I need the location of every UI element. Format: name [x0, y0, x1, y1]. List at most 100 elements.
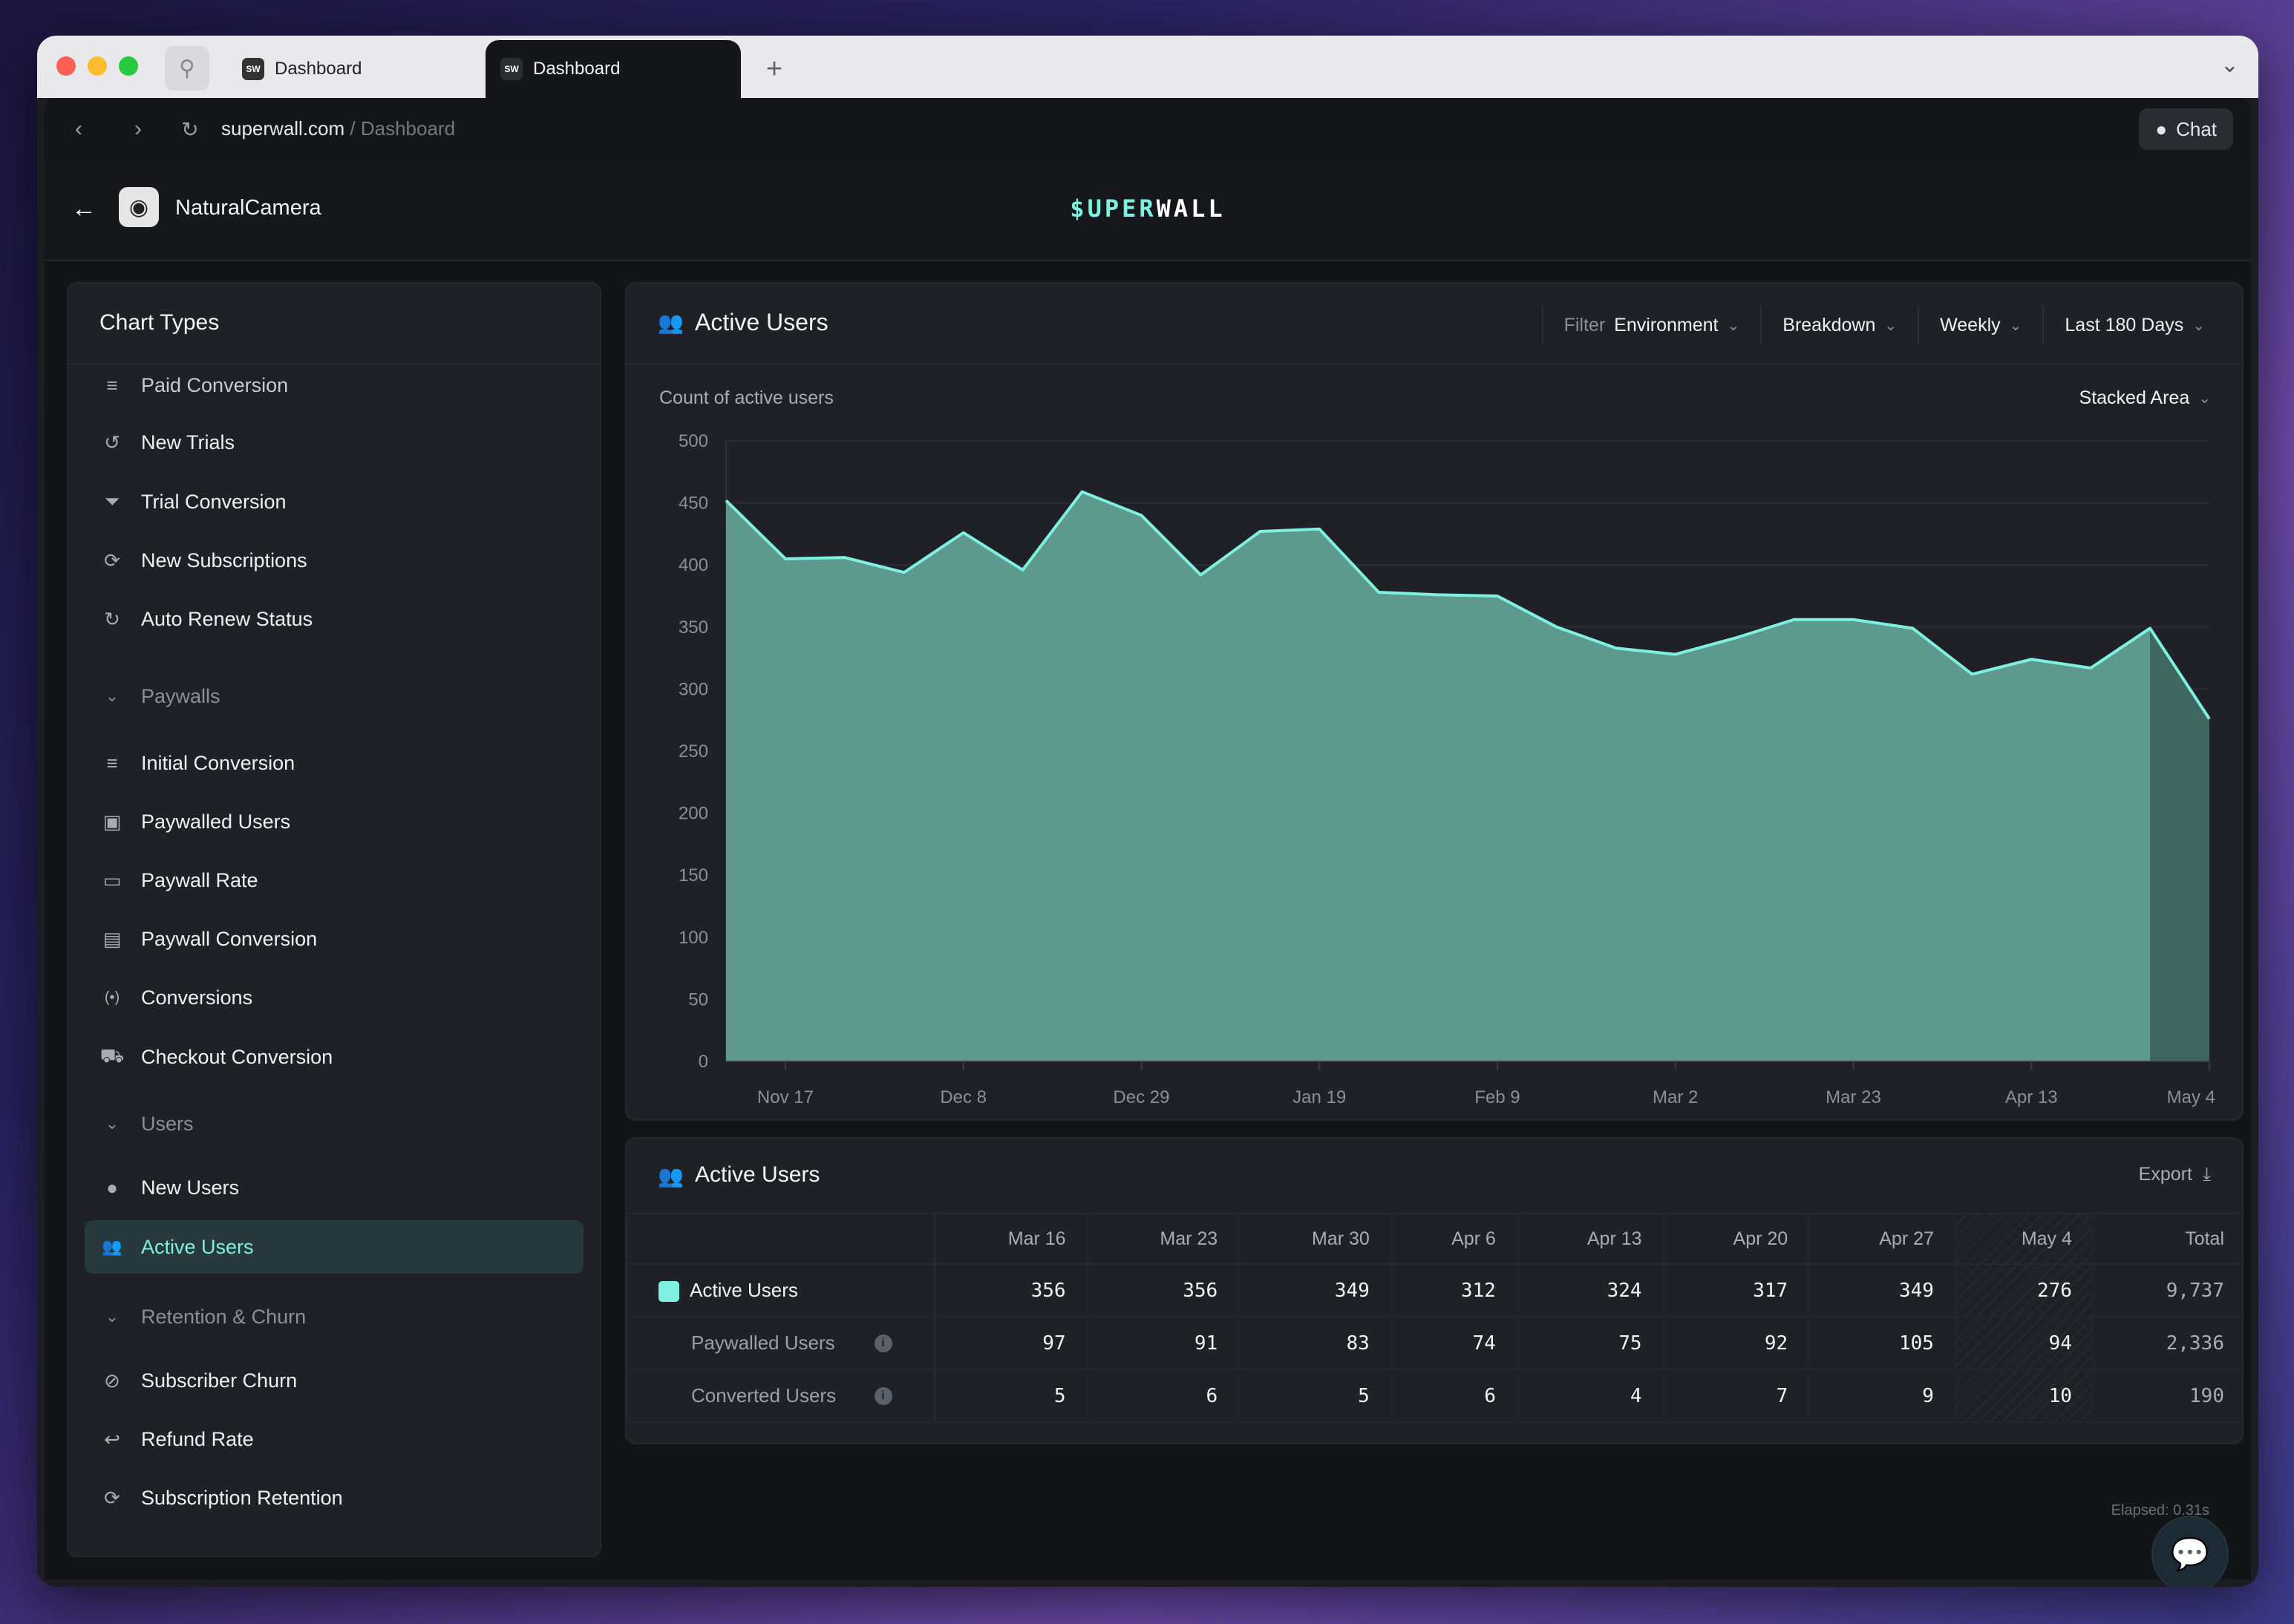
series-swatch [659, 1281, 679, 1303]
table-cell: 349 [1808, 1264, 1955, 1317]
sidebar-item-label: Subscription Retention [141, 1486, 343, 1509]
back-icon[interactable]: ‹ [75, 117, 82, 141]
sidebar-item-active-users[interactable]: 👥 Active Users [85, 1220, 584, 1274]
sidebar-item-label: New Users [141, 1176, 240, 1199]
sync-icon: ⟳ [104, 549, 120, 572]
row-label-text: Converted Users [691, 1384, 837, 1407]
info-icon[interactable]: i [874, 1386, 892, 1405]
superwall-logo: $UPERWALL [1070, 194, 1226, 223]
column-header: Mar 23 [1086, 1213, 1239, 1265]
range-dropdown[interactable]: Last 180 Days ⌄ [2042, 306, 2226, 344]
table-cell: 92 [1662, 1317, 1809, 1370]
back-arrow-icon[interactable]: ← [71, 194, 97, 223]
sidebar-item-paywalled-users[interactable]: ▣ Paywalled Users [85, 795, 584, 848]
users-icon: 👥 [102, 1237, 122, 1256]
table-cell: 91 [1086, 1317, 1239, 1370]
sidebar-item-label: Initial Conversion [141, 751, 295, 774]
table-cell: 6 [1086, 1369, 1239, 1423]
pin-icon[interactable]: ⚲ [165, 46, 209, 91]
sidebar-item-auto-renew-status[interactable]: ↻ Auto Renew Status [85, 592, 584, 646]
x-tick-label: Dec 29 [1113, 1087, 1169, 1107]
sidebar-item-refund-rate[interactable]: ↩ Refund Rate [85, 1412, 584, 1466]
minimize-window-button[interactable] [88, 56, 107, 76]
chevron-down-icon: ⌄ [2009, 317, 2022, 334]
browser-window: ⚲ SW Dashboard SW Dashboard + ⌄ ‹ › ↻ su… [37, 36, 2258, 1587]
document-icon: ▤ [102, 927, 122, 950]
sidebar-group-retention[interactable]: ⌄ Retention & Churn [85, 1293, 584, 1340]
column-header: Apr 20 [1662, 1213, 1809, 1265]
sidebar-item-conversions[interactable]: (•) Conversions [85, 971, 584, 1024]
sidebar-item-checkout-conversion[interactable]: ⛟ Checkout Conversion [85, 1030, 584, 1084]
sidebar-item-initial-conversion[interactable]: ≡ Initial Conversion [85, 736, 584, 790]
table-cell: 74 [1390, 1317, 1517, 1370]
broadcast-icon: (•) [104, 989, 120, 1006]
elapsed-time: Elapsed: 0.31s [2111, 1502, 2209, 1519]
chat-button[interactable]: ● Chat [2139, 108, 2233, 150]
sidebar-item-subscription-retention[interactable]: ⟳ Subscription Retention [85, 1471, 584, 1525]
sidebar-item-label: Paywalled Users [141, 810, 291, 833]
export-button[interactable]: Export ⤓ [2139, 1164, 2211, 1185]
user-icon: ● [106, 1176, 118, 1199]
x-tick-label: Apr 13 [2005, 1087, 2058, 1107]
sidebar-item-new-subscriptions[interactable]: ⟳ New Subscriptions [85, 534, 584, 587]
sidebar-group-users[interactable]: ⌄ Users [85, 1100, 584, 1147]
y-tick-label: 0 [699, 1052, 708, 1072]
column-header: Mar 16 [934, 1213, 1088, 1265]
table-cell: 349 [1238, 1264, 1391, 1317]
column-header: May 4 [1954, 1213, 2094, 1265]
sidebar-item-subscriber-churn[interactable]: ⊘ Subscriber Churn [85, 1354, 584, 1407]
chevron-down-icon[interactable]: ⌄ [2220, 53, 2239, 77]
superwall-favicon-icon: SW [242, 58, 264, 80]
sidebar-item-label: Auto Renew Status [141, 607, 313, 630]
table-row[interactable]: Paywalled Users i 97 91 83 74 75 92 105 9… [627, 1317, 2242, 1370]
filter-dropdown[interactable]: Filter Environment ⌄ [1541, 306, 1761, 344]
table-cell: 97 [934, 1317, 1088, 1370]
sidebar-item-new-users[interactable]: ● New Users [85, 1161, 584, 1214]
sidebar-item-label: New Trials [141, 430, 235, 454]
chevron-down-icon: ⌄ [2198, 390, 2211, 407]
cart-icon: ⛟ [99, 1044, 125, 1067]
breakdown-dropdown[interactable]: Breakdown ⌄ [1760, 306, 1918, 344]
chart-panel-header: 👥 Active Users Filter Environment ⌄ Breakd… [627, 284, 2242, 365]
sidebar-item-paywall-conversion[interactable]: ▤ Paywall Conversion [85, 912, 584, 966]
reload-icon[interactable]: ↻ [181, 117, 199, 141]
x-tick-label: Dec 8 [940, 1087, 987, 1107]
users-icon: 👥 [658, 1165, 684, 1188]
chat-fab-icon[interactable]: 💬 [2151, 1516, 2229, 1587]
sidebar-item-trial-conversion[interactable]: ⏷ Trial Conversion [85, 475, 584, 528]
y-tick-label: 100 [679, 928, 708, 948]
series-line-active-users [725, 490, 2211, 720]
interval-dropdown[interactable]: Weekly ⌄ [1918, 306, 2042, 344]
chart-filters: Filter Environment ⌄ Breakdown ⌄ Weekly ⌄ La… [1541, 306, 2226, 344]
close-window-button[interactable] [56, 56, 76, 76]
main-content: Chart Types ≡ Paid Conversion ↺ New Trials… [45, 261, 2251, 1587]
new-tab-button[interactable]: + [765, 53, 783, 85]
column-header: Apr 27 [1808, 1213, 1955, 1265]
sidebar-item-label: Trial Conversion [141, 490, 287, 513]
active-users-area-chart[interactable]: 0 50 100 150 200 250 300 350 400 450 500 Nov 17 Dec … [627, 284, 2244, 1121]
filter-value: Environment [1614, 314, 1719, 335]
address-bar: ‹ › ↻ superwall.com / Dashboard ● Chat [45, 98, 2251, 160]
chevron-down-icon: ⌄ [1727, 317, 1740, 334]
tab-dashboard-2[interactable]: SW Dashboard [486, 40, 741, 98]
table-row[interactable]: Active Users 356 356 349 312 324 317 349… [627, 1264, 2242, 1317]
chart-panel: 👥 Active Users Filter Environment ⌄ Breakd… [625, 282, 2244, 1121]
zoom-window-button[interactable] [119, 56, 138, 76]
table-row[interactable]: Converted Users i 5 6 5 6 4 7 9 10 190 [627, 1369, 2242, 1423]
url-field[interactable]: superwall.com / Dashboard [221, 117, 455, 140]
sidebar-item-new-trials[interactable]: ↺ New Trials [85, 416, 584, 469]
table-cell: 83 [1238, 1317, 1391, 1370]
table-cell: 9 [1808, 1369, 1955, 1423]
table-cell: 324 [1516, 1264, 1664, 1317]
row-label: Converted Users i [627, 1369, 935, 1423]
sidebar-item-paywall-rate[interactable]: ▭ Paywall Rate [85, 854, 584, 907]
forward-icon[interactable]: › [134, 117, 142, 141]
chart-type-dropdown[interactable]: Stacked Area ⌄ [2079, 387, 2211, 409]
filter-icon: ≡ [106, 373, 118, 396]
chevron-down-icon: ⌄ [105, 1114, 120, 1133]
sidebar-item-paid-conversion[interactable]: ≡ Paid Conversion [85, 365, 584, 405]
tab-dashboard-1[interactable]: SW Dashboard [227, 40, 517, 98]
table-title: Active Users [695, 1162, 820, 1187]
info-icon[interactable]: i [874, 1334, 892, 1352]
sidebar-group-paywalls[interactable]: ⌄ Paywalls [85, 672, 584, 720]
